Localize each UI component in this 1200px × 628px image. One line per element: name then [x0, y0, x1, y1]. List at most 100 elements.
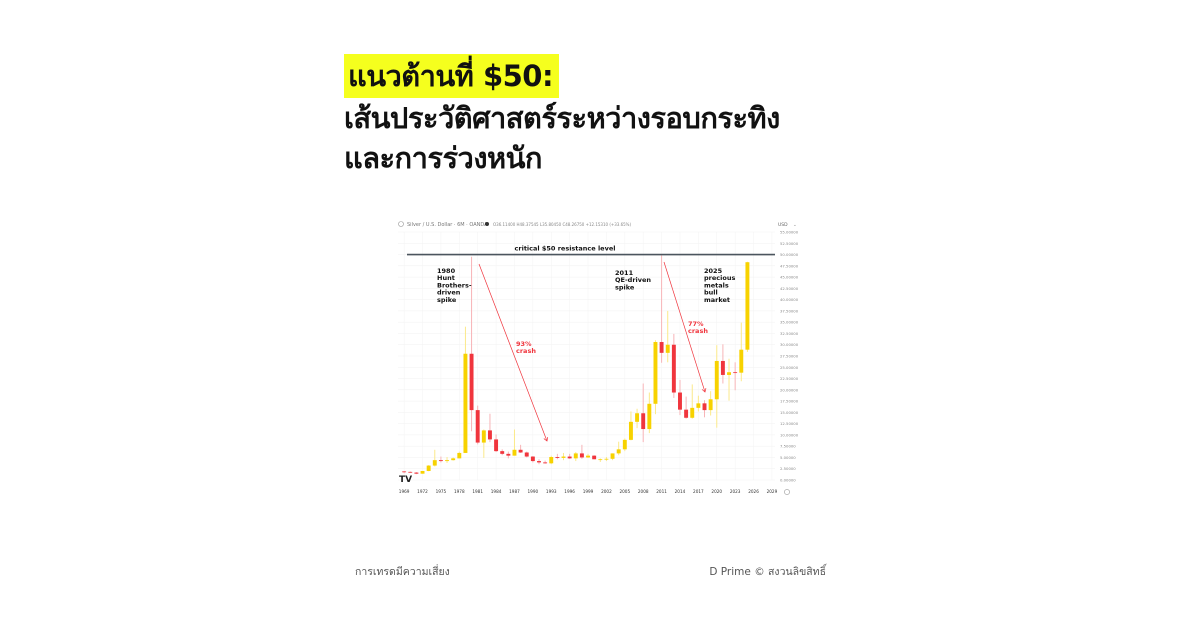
- candle-body: [684, 409, 689, 418]
- status-dot-icon: [485, 222, 489, 226]
- chart-header: Silver / U.S. Dollar · 6M · OANDA: [407, 222, 488, 228]
- annotation-label: 77% crash: [688, 320, 708, 335]
- annotation-line: crash: [516, 347, 536, 355]
- candle-body: [573, 453, 578, 459]
- candle-body: [714, 360, 719, 400]
- annotation-line: Hunt: [437, 274, 455, 282]
- y-tick-label: 35.00000: [780, 320, 799, 325]
- arrowhead-icon: [701, 388, 707, 393]
- y-tick-label: 15.00000: [780, 410, 799, 415]
- resistance-label: critical $50 resistance level: [515, 245, 616, 253]
- ohlc-readout: O36.11400 H48.37545 L35.80450 C48.26750 …: [493, 222, 631, 227]
- candle-body: [622, 439, 627, 450]
- candle-body: [518, 449, 523, 453]
- annotation-line: metals: [704, 281, 729, 289]
- article-title: แนวต้านที่ $50: เส้นประวัติศาสตร์ระหว่าง…: [344, 54, 864, 178]
- candle-body: [402, 471, 407, 473]
- candle-body: [635, 413, 640, 422]
- candle-body: [586, 455, 590, 458]
- candle-body: [616, 449, 621, 454]
- annotation-label: 93% crash: [516, 340, 536, 355]
- title-line-3: และการร่วงหนัก: [344, 141, 542, 175]
- x-tick-label: 1990: [528, 489, 539, 494]
- tradingview-logo: TV: [399, 475, 412, 485]
- y-tick-label: 20.00000: [780, 387, 799, 392]
- candle-body: [696, 403, 701, 408]
- y-tick-label: 37.50000: [780, 308, 799, 313]
- y-tick-label: 42.50000: [780, 286, 799, 291]
- candle-body: [653, 342, 658, 404]
- y-tick-label: 32.50000: [780, 331, 799, 336]
- y-tick-label: 17.50000: [780, 399, 799, 404]
- candle-body: [733, 372, 738, 374]
- candle-body: [438, 460, 443, 462]
- candle-body: [537, 461, 541, 463]
- candle-body: [641, 413, 646, 430]
- y-tick-label: 47.50000: [780, 263, 799, 268]
- symbol-icon: [398, 221, 404, 227]
- x-tick-label: 2014: [675, 489, 686, 494]
- x-tick-label: 2023: [730, 489, 741, 494]
- annotation-line: 2011: [615, 269, 634, 277]
- y-tick-label: 7.50000: [780, 444, 796, 449]
- y-tick-label: 0.00000: [780, 478, 796, 483]
- y-tick-label: 30.00000: [780, 342, 799, 347]
- candle-body: [451, 458, 456, 461]
- chart-svg: 55.00000 52.50000 50.00000 47.50000 45.00000…: [398, 221, 799, 495]
- candle-body: [475, 410, 480, 443]
- y-tick-label: 10.00000: [780, 432, 799, 437]
- annotation-line: spike: [437, 296, 457, 304]
- annotation-line: 93%: [516, 340, 532, 348]
- x-tick-label: 2020: [711, 489, 722, 494]
- annotation-line: 77%: [688, 320, 704, 328]
- settings-icon[interactable]: [784, 489, 790, 495]
- y-tick-label: 27.50000: [780, 354, 799, 359]
- x-tick-label: 1975: [436, 489, 447, 494]
- candle-body: [604, 458, 609, 460]
- y-tick-label: 50.00000: [780, 252, 799, 257]
- x-tick-label: 2017: [693, 489, 704, 494]
- silver-price-chart: 55.00000 52.50000 50.00000 47.50000 45.00000…: [395, 216, 803, 502]
- candle-body: [487, 430, 492, 440]
- x-tick-label: 2005: [619, 489, 630, 494]
- candle-body: [739, 349, 744, 373]
- candle-body: [592, 455, 597, 460]
- annotation-label: 2025 precious metals bull market: [704, 267, 735, 304]
- y-tick-label: 12.50000: [780, 421, 799, 426]
- title-line-2: เส้นประวัติศาสตร์ระหว่างรอบกระทิง: [344, 101, 780, 135]
- copyright: D Prime © สงวนลิขสิทธิ์: [709, 566, 826, 578]
- x-tick-label: 2026: [748, 489, 759, 494]
- x-tick-label: 2011: [656, 489, 667, 494]
- y-tick-label: 52.50000: [780, 241, 799, 246]
- candle-body: [671, 344, 676, 393]
- candle-body: [530, 456, 535, 462]
- candle-body: [720, 360, 725, 375]
- candle-body: [481, 430, 486, 443]
- currency-selector[interactable]: USD: [778, 222, 788, 228]
- annotation-line: Brothers-: [437, 281, 472, 289]
- x-tick-label: 1987: [509, 489, 520, 494]
- candle-body: [561, 456, 566, 458]
- chevron-down-icon[interactable]: ⌄: [793, 223, 797, 228]
- candle-body: [647, 403, 652, 430]
- candle-body: [457, 452, 462, 459]
- candle-body: [690, 407, 695, 418]
- candle-body: [610, 453, 615, 459]
- candle-body: [414, 472, 419, 474]
- title-highlight: แนวต้านที่ $50:: [344, 54, 560, 98]
- candle-body: [745, 262, 750, 350]
- candle-body: [506, 453, 511, 456]
- annotation-label: 2011 QE-driven spike: [615, 269, 651, 291]
- candle-body: [512, 449, 517, 456]
- candle-body: [665, 344, 670, 353]
- candle-body: [702, 403, 707, 411]
- y-tick-label: 5.00000: [780, 455, 796, 460]
- candle-body: [426, 465, 431, 471]
- annotation-line: crash: [688, 327, 708, 335]
- candle-body: [579, 453, 584, 458]
- candle-body: [494, 439, 499, 452]
- candle-body: [659, 342, 664, 353]
- candle-body: [420, 470, 425, 474]
- y-tick-label: 55.00000: [780, 230, 799, 235]
- annotation-line: spike: [615, 283, 635, 291]
